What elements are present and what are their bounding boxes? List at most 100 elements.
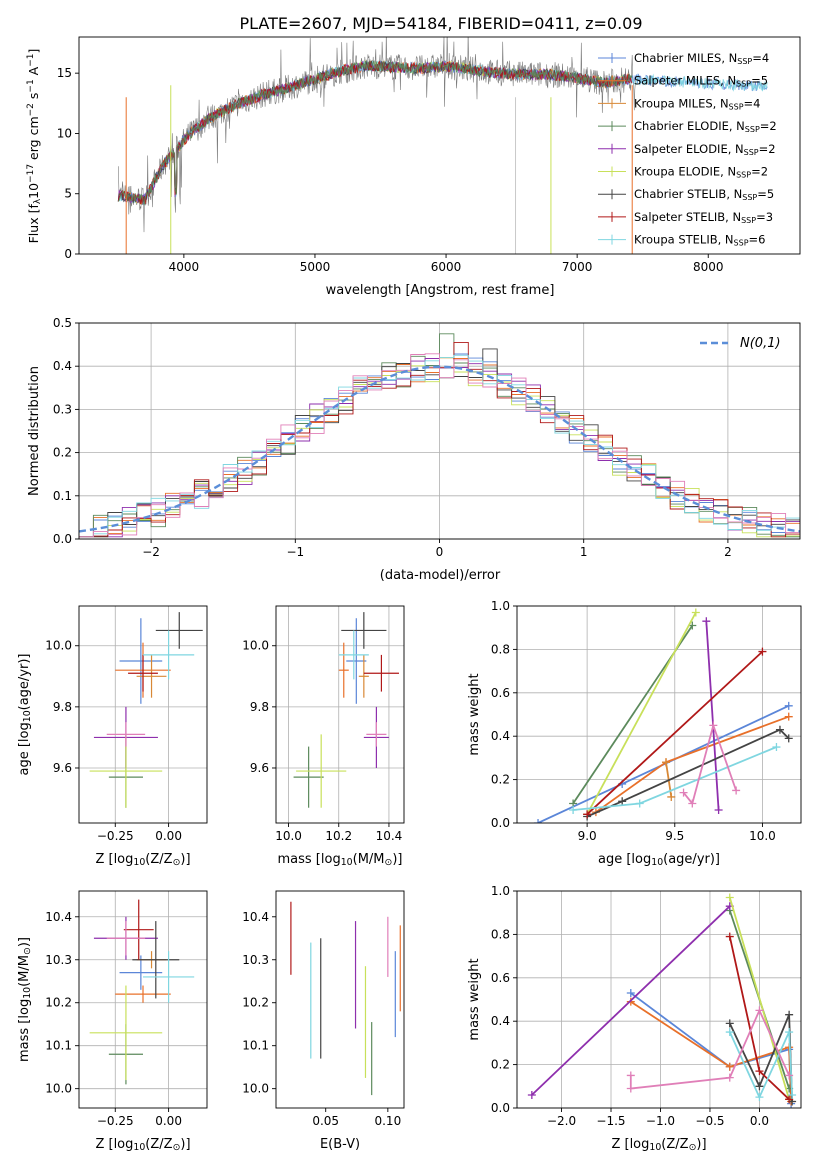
- legend-text: Kroupa MILES, N: [634, 96, 729, 110]
- label-fragment: age [: [17, 742, 32, 775]
- label-fragment: log: [114, 1137, 134, 1152]
- y-tick-label: 15: [57, 66, 72, 80]
- x-tick-label: 0.0: [750, 1114, 769, 1128]
- x-tick-label: 0: [436, 545, 444, 559]
- label-fragment: (: [145, 852, 150, 867]
- label-fragment: (: [145, 1137, 150, 1152]
- y-tick-label: 1.0: [491, 599, 510, 613]
- y-tick-label: 0.3: [53, 402, 72, 416]
- label-fragment: M/M: [17, 955, 32, 982]
- label-fragment: 10: [26, 183, 41, 199]
- axis: 10.0 10.2 10.4 9.6 9.8 10.0: [242, 605, 405, 843]
- weight-series: [725, 932, 794, 1104]
- legend-text: Chabrier STELIB, N: [634, 187, 742, 201]
- weight-marker: [772, 743, 781, 752]
- weight-marker: [784, 712, 793, 721]
- plot-area: [534, 608, 793, 823]
- label-fragment: 10: [341, 857, 353, 868]
- weight-marker: [709, 721, 718, 730]
- weight-marker: [775, 725, 784, 734]
- x-tick-label: 0.05: [312, 1114, 339, 1128]
- y-tick-label: 9.8: [250, 700, 269, 714]
- label-fragment: mass [: [17, 1019, 32, 1062]
- errorbar-point: [366, 722, 387, 747]
- x-axis-label: wavelength [Angstrom, rest frame]: [326, 283, 555, 298]
- label-fragment: )]: [696, 1137, 706, 1152]
- weight-line: [682, 722, 737, 806]
- weight-marker: [667, 792, 676, 801]
- legend-entry: Chabrier MILES, NSSP=4: [634, 51, 769, 66]
- y-axis-label: mass [log10(M/M⊙)]: [17, 937, 33, 1062]
- weight-marker: [725, 1062, 734, 1071]
- axes-frame: [516, 605, 802, 824]
- weight-marker: [714, 805, 723, 814]
- x-tick-label: 1: [580, 545, 588, 559]
- label-fragment: −1: [26, 79, 36, 92]
- weight-marker: [788, 1090, 797, 1099]
- weight-series: [626, 997, 796, 1106]
- legend-entry: Salpeter STELIB, NSSP=3: [634, 210, 773, 225]
- x-tick-label: 0.10: [374, 1114, 401, 1128]
- weight-marker: [755, 1082, 764, 1091]
- weight-vs-age-panel: 9.0 9.5 10.0 0.0 0.2 0.4 0.6 0.8 1.0 age [log10(a…: [467, 599, 802, 868]
- legend-subscript: SSP: [744, 148, 759, 157]
- axis: 4000 5000 6000 7000 8000 0 5 10 15: [57, 36, 801, 274]
- label-fragment: )]: [17, 937, 32, 947]
- label-fragment: −1: [26, 54, 36, 67]
- x-tick-label: 0.00: [155, 829, 182, 843]
- axis: −0.25 0.00 10.0 10.1 10.2 10.3 10.4: [45, 890, 208, 1128]
- errorbar-point: [293, 746, 324, 808]
- label-fragment: ⊙: [689, 1142, 697, 1153]
- errorbar-point: [136, 654, 167, 698]
- weight-line: [728, 1031, 793, 1100]
- label-fragment: age [: [598, 852, 631, 867]
- y-tick-label: 10.0: [242, 1082, 269, 1096]
- errorbar-point: [106, 921, 146, 956]
- legend-text: =3: [756, 210, 773, 224]
- weight-marker: [785, 1010, 794, 1019]
- y-tick-label: 0.8: [491, 642, 510, 656]
- weight-line: [586, 650, 764, 815]
- weight-marker: [702, 617, 711, 626]
- label-fragment: 10: [22, 987, 33, 999]
- model-spectrum-salpeter-stelib: [117, 60, 633, 205]
- legend-text: Salpeter MILES, N: [634, 74, 736, 88]
- x-tick-label: −0.25: [97, 829, 134, 843]
- weight-marker: [758, 647, 767, 656]
- y-tick-label: 0.8: [491, 927, 510, 941]
- label-fragment: s: [26, 93, 41, 104]
- y-tick-label: 1.0: [491, 884, 510, 898]
- weight-marker: [785, 1028, 794, 1037]
- weight-series: [569, 743, 781, 814]
- weight-marker: [725, 1019, 734, 1028]
- label-fragment: log: [17, 999, 32, 1019]
- label-fragment: log: [114, 852, 134, 867]
- x-tick-label: −2.0: [547, 1114, 576, 1128]
- figure-title: PLATE=2607, MJD=54184, FIBERID=0411, z=0…: [239, 14, 642, 33]
- label-fragment: −2: [26, 103, 36, 116]
- weight-line: [531, 905, 731, 1096]
- y-tick-label: 0.0: [53, 532, 72, 546]
- errorbar-point: [338, 642, 349, 698]
- label-fragment: log: [631, 852, 651, 867]
- plot-area: [117, 37, 768, 254]
- weight-marker: [534, 819, 543, 823]
- weight-marker: [755, 1093, 764, 1102]
- x-tick-label: 10.2: [325, 829, 352, 843]
- label-fragment: 10: [649, 1142, 661, 1153]
- axis: 0.05 0.10 10.0 10.1 10.2 10.3 10.4: [242, 890, 405, 1128]
- legend-text: =5: [751, 74, 768, 88]
- y-axis-label: mass weight: [467, 673, 482, 755]
- label-fragment: 10: [651, 857, 663, 868]
- label-fragment: erg cm: [26, 116, 41, 164]
- x-tick-label: 10.4: [376, 829, 403, 843]
- legend-text: =2: [760, 119, 777, 133]
- normal-curve: [79, 365, 800, 533]
- errorbar-point: [143, 951, 195, 1003]
- weight-marker: [635, 799, 644, 808]
- label-fragment: A: [26, 66, 41, 79]
- label-fragment: age/yr)]: [17, 654, 32, 706]
- legend-text: Salpeter ELODIE, N: [634, 142, 744, 156]
- legend-subscript: SSP: [745, 125, 760, 134]
- y-tick-label: 0.1: [53, 489, 72, 503]
